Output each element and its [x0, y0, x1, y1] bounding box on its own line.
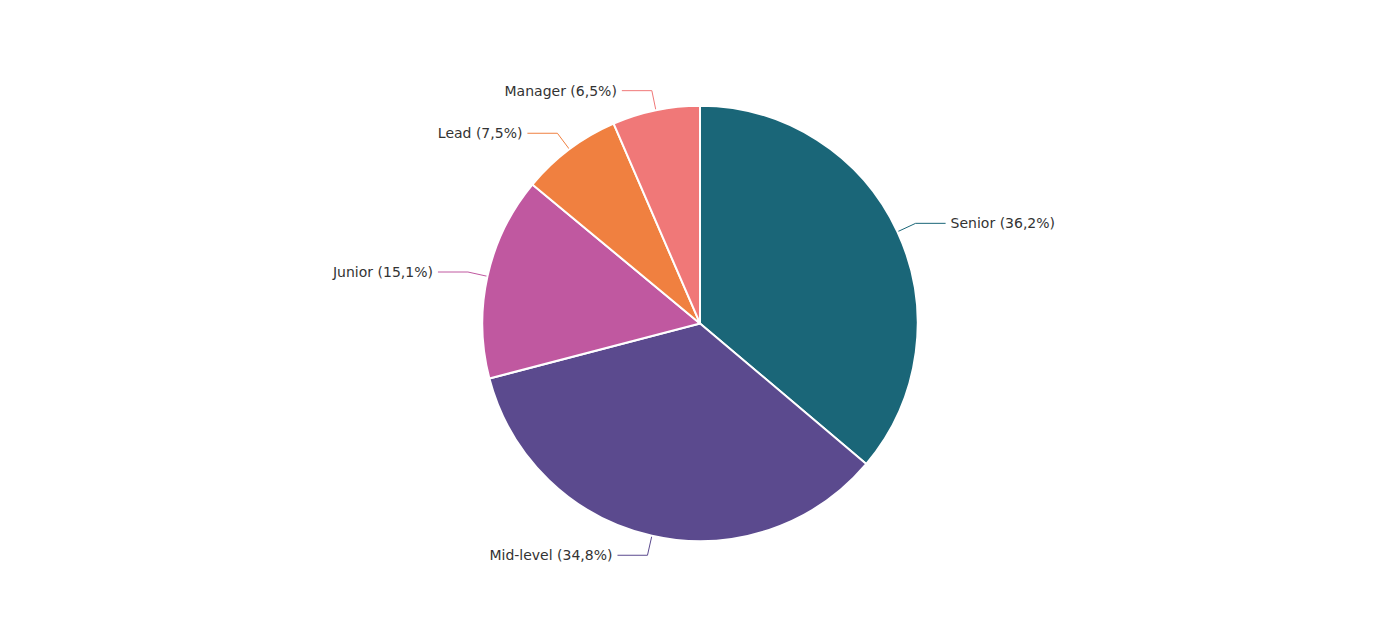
svg-text:Lead (7,5%): Lead (7,5%)	[438, 125, 523, 141]
svg-text:Junior (15,1%): Junior (15,1%)	[332, 264, 433, 280]
svg-text:Manager (6,5%): Manager (6,5%)	[505, 83, 617, 99]
svg-text:Senior (36,2%): Senior (36,2%)	[951, 215, 1055, 231]
svg-text:Mid-level (34,8%): Mid-level (34,8%)	[489, 547, 612, 563]
